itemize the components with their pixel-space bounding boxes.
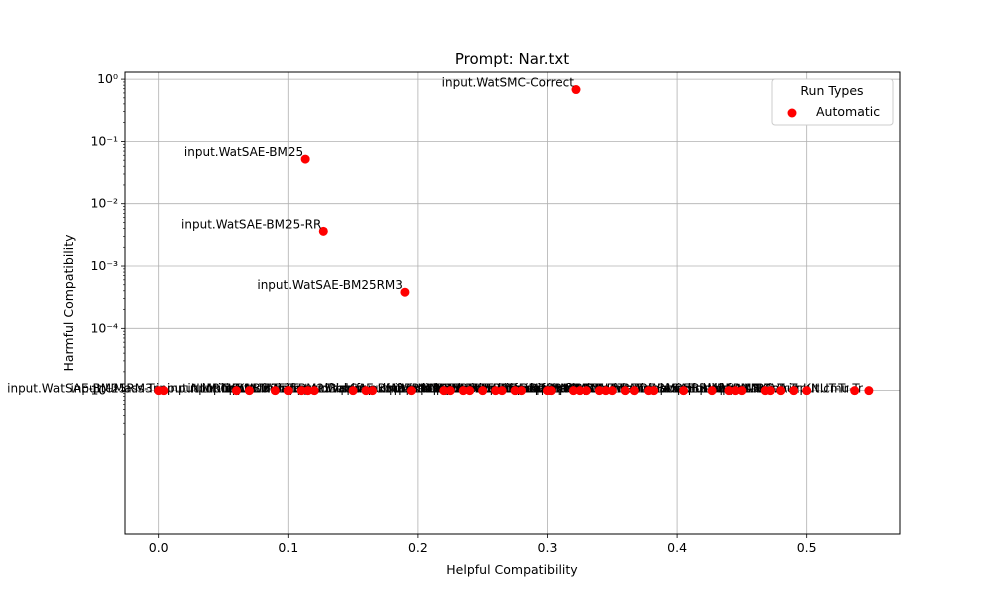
x-axis-ticks: 0.0 0.1 0.2 0.3 0.4 0.5	[149, 534, 817, 555]
y-tick-label: 10⁻⁵	[90, 383, 118, 398]
data-point	[491, 386, 501, 396]
baseline-point-label: input.NLM-Tr	[383, 382, 457, 396]
data-point	[497, 386, 507, 396]
baseline-point-label: input.UWa-Tr	[226, 382, 302, 396]
data-point	[737, 386, 747, 396]
data-point	[303, 386, 313, 396]
data-point	[679, 386, 689, 396]
x-tick-label: 0.5	[797, 540, 817, 555]
point-labels: input.WatSMC-Correct input.WatSAE-BM25 inp…	[181, 76, 574, 293]
data-point	[296, 386, 306, 396]
baseline-point-label: input.NLM-Tr	[156, 382, 230, 396]
data-point	[601, 386, 611, 396]
baseline-point-label: input.MRG-Tr	[167, 382, 243, 396]
data-point	[309, 386, 319, 396]
data-point	[439, 386, 449, 396]
data-point	[568, 386, 578, 396]
data-point	[348, 386, 358, 396]
x-axis-label: Helpful Compatibility	[446, 562, 578, 577]
baseline-point-label: input.UMass-Tr	[70, 382, 157, 396]
legend-label-automatic: Automatic	[816, 104, 880, 119]
labeled-data-point	[300, 154, 310, 164]
data-point	[620, 386, 630, 396]
data-point-label: input.WatSAE-BM25RM3	[257, 278, 403, 292]
data-point	[802, 386, 812, 396]
baseline-point-label: input.WatSAE-BM25RM3	[7, 382, 153, 396]
data-point	[458, 386, 468, 396]
y-tick-label: 10⁻³	[90, 258, 118, 273]
x-tick-label: 0.1	[278, 540, 298, 555]
data-point	[465, 386, 475, 396]
data-point	[510, 386, 520, 396]
data-point	[546, 386, 556, 396]
data-point	[406, 386, 416, 396]
data-point	[575, 386, 585, 396]
y-axis-ticks: 10⁰ 10⁻¹ 10⁻² 10⁻³ 10⁻⁴ 10⁻⁵	[90, 71, 125, 435]
data-point	[270, 386, 280, 396]
data-point	[445, 386, 455, 396]
legend-marker-automatic	[787, 108, 797, 118]
data-point-label: input.WatSAE-BM25	[184, 145, 303, 159]
plot-area	[125, 72, 900, 534]
data-point	[765, 386, 775, 396]
legend: Run Types Automatic	[771, 78, 894, 126]
data-point	[368, 386, 378, 396]
data-point	[159, 386, 169, 396]
y-tick-label: 10⁻¹	[90, 133, 118, 148]
x-tick-label: 0.0	[149, 540, 169, 555]
data-point	[730, 386, 740, 396]
data-point	[649, 386, 659, 396]
data-point	[789, 386, 799, 396]
data-point	[283, 386, 293, 396]
labeled-data-point	[400, 287, 410, 297]
data-point	[629, 386, 639, 396]
data-point-label: input.WatSAE-BM25-RR	[181, 217, 321, 231]
y-tick-label: 10⁻⁴	[90, 320, 118, 335]
data-point	[244, 386, 254, 396]
data-point	[850, 386, 860, 396]
x-tick-label: 0.2	[408, 540, 428, 555]
data-point	[864, 386, 874, 396]
y-axis-label: Harmful Compatibility	[61, 234, 76, 372]
labeled-data-point	[571, 85, 581, 95]
data-point	[724, 386, 734, 396]
baseline-point-label: input.KNUT-Tr	[202, 382, 282, 396]
data-point	[707, 386, 717, 396]
y-tick-label: 10⁻²	[90, 196, 118, 211]
x-tick-label: 0.3	[538, 540, 558, 555]
chart-title: Prompt: Nar.txt	[455, 50, 569, 68]
data-point	[776, 386, 786, 396]
data-point	[581, 386, 591, 396]
baseline-point-label: input.UMass-Tr	[357, 382, 444, 396]
baseline-point-label: input.dfr-def	[471, 382, 546, 396]
data-point	[361, 386, 371, 396]
plot-frame	[124, 71, 901, 535]
data-point	[478, 386, 488, 396]
data-point-label: input.WatSMC-Correct	[442, 76, 575, 90]
legend-box	[771, 78, 894, 126]
data-point	[594, 386, 604, 396]
y-tick-label: 10⁰	[97, 71, 118, 86]
grid	[125, 72, 900, 534]
data-points	[154, 85, 874, 396]
x-tick-label: 0.4	[667, 540, 687, 555]
legend-title: Run Types	[800, 83, 863, 98]
data-point	[607, 386, 617, 396]
data-point	[231, 386, 241, 396]
data-point	[517, 386, 527, 396]
labeled-data-point	[318, 226, 328, 236]
